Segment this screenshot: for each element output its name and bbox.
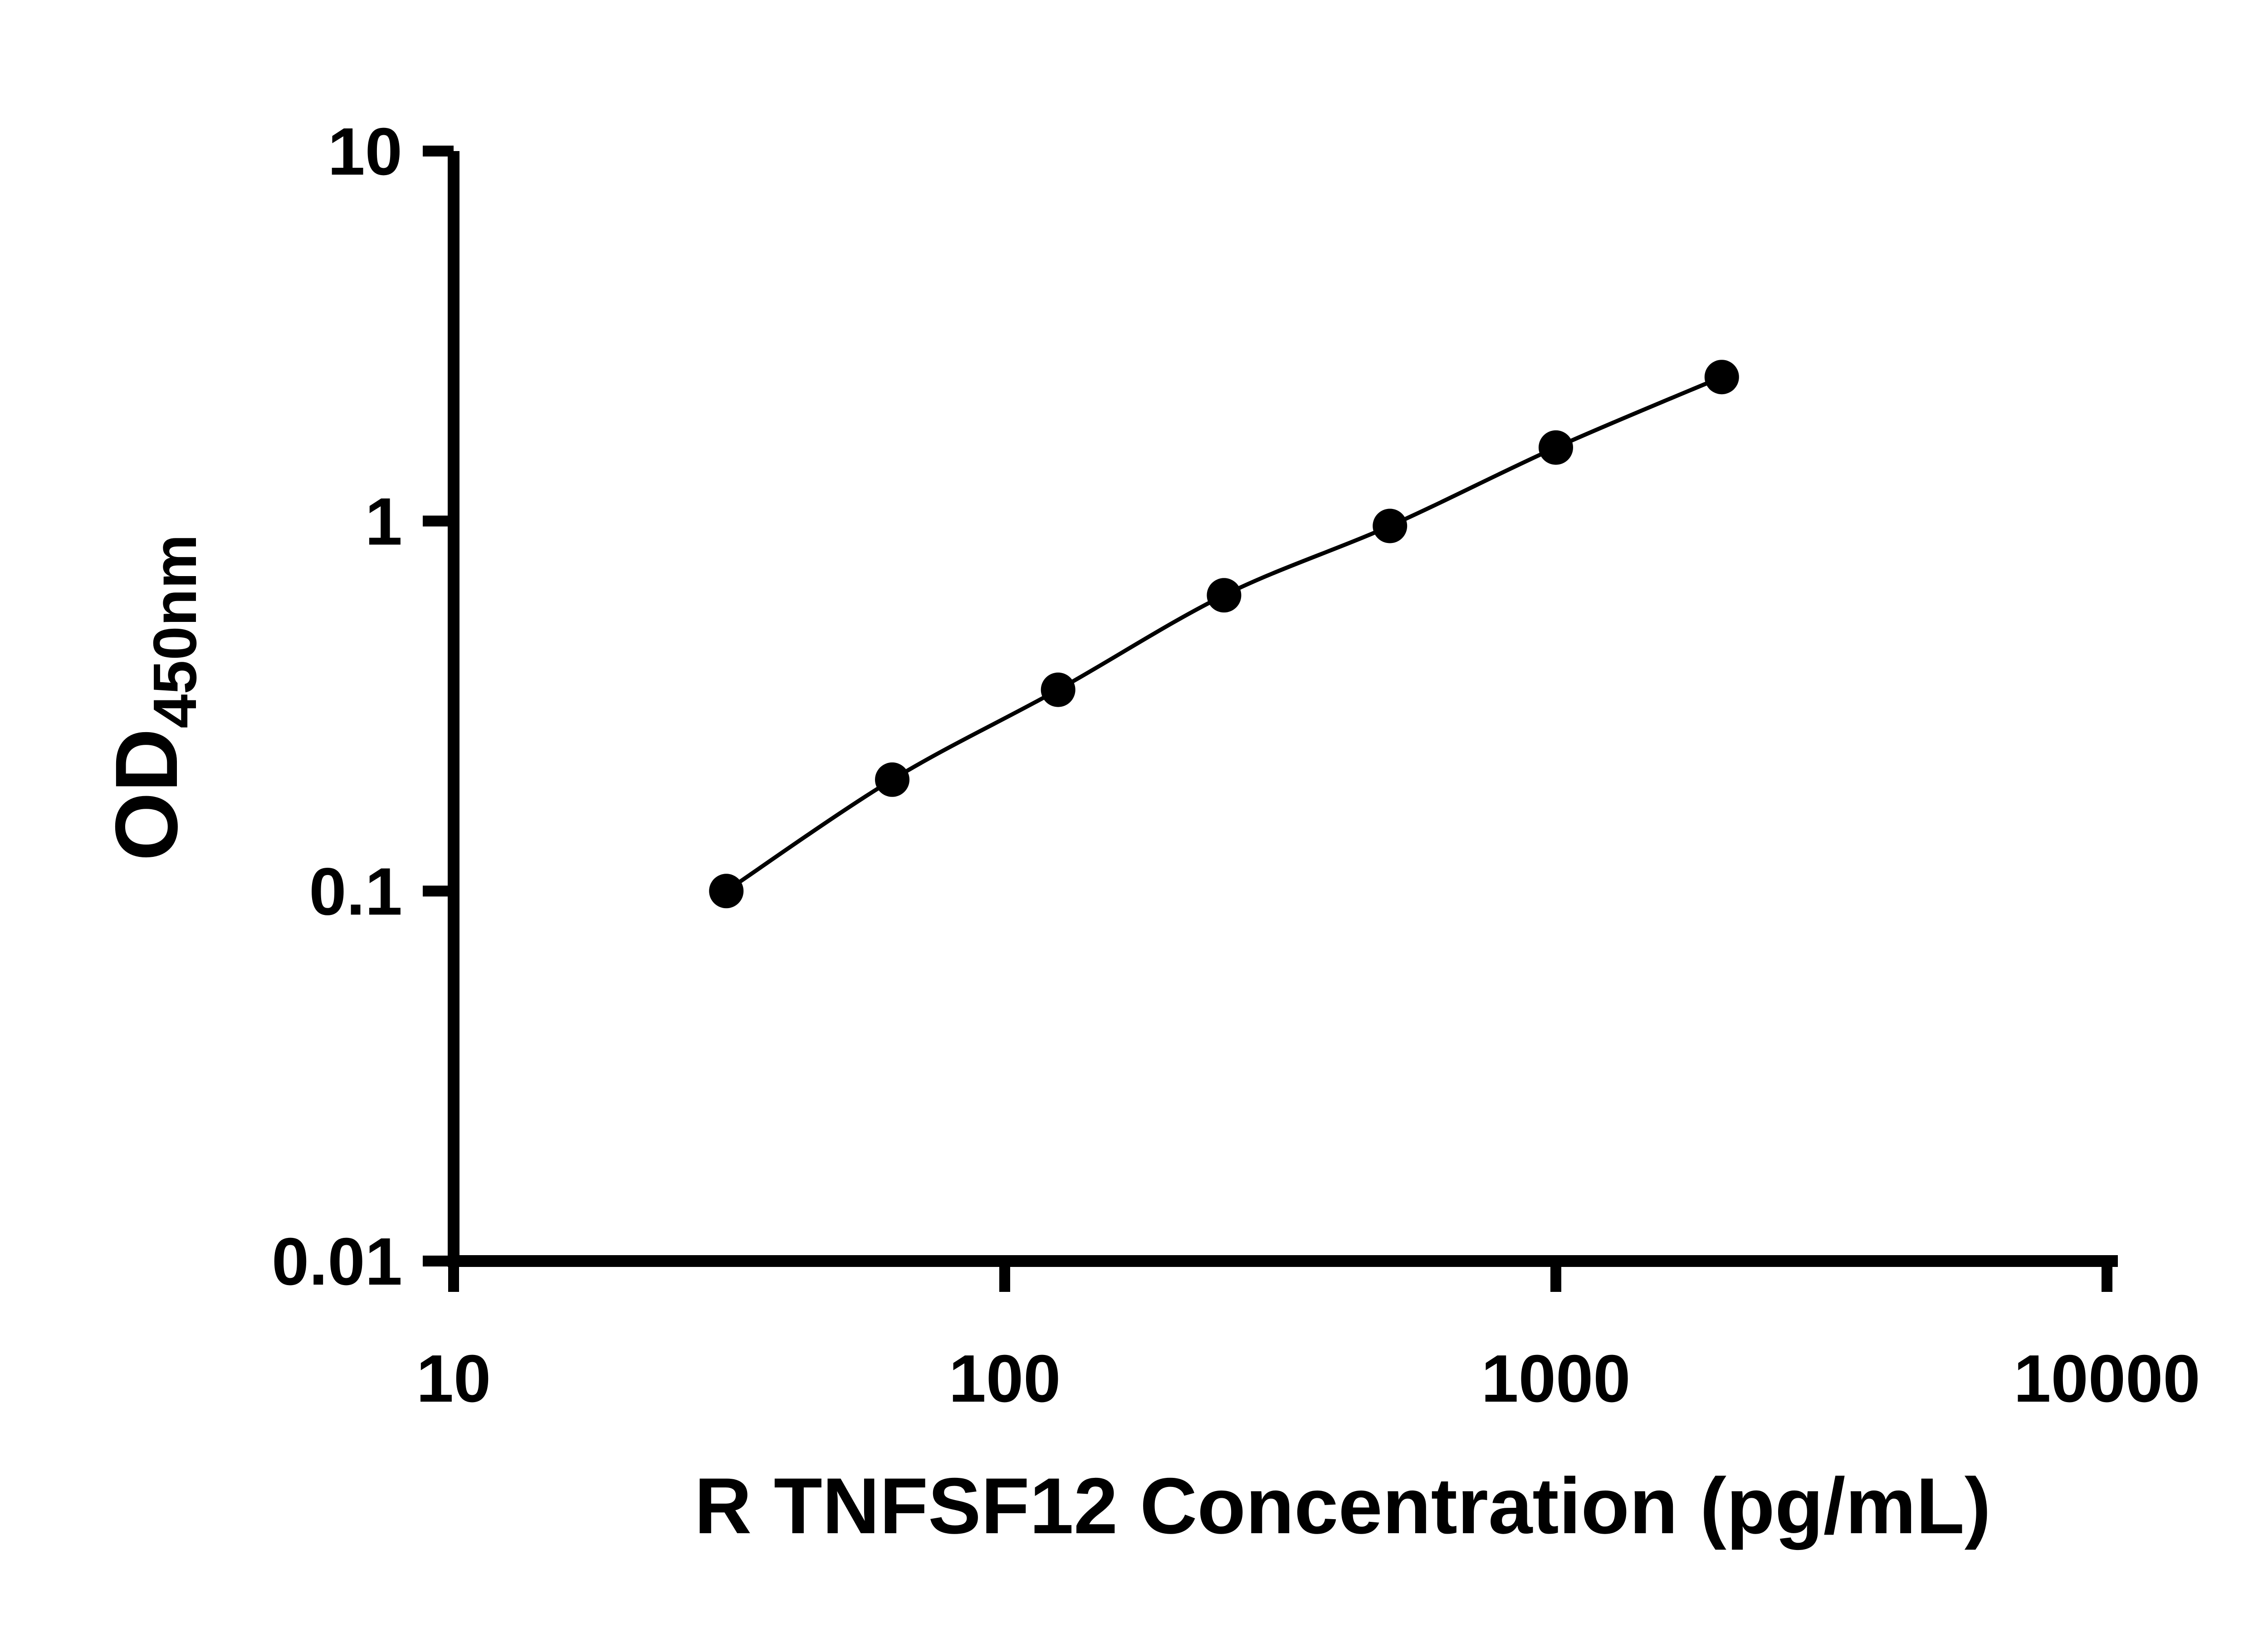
x-axis-title: R TNFSF12 Concentration (pg/mL): [694, 1462, 1991, 1550]
data-point-marker: [1539, 430, 1573, 465]
axis-spines: [448, 151, 2118, 1267]
y-axis-tick-label: 0.01: [272, 1224, 402, 1299]
data-point-marker: [709, 874, 744, 909]
y-axis-tick-label: 1: [365, 484, 402, 559]
data-point-marker: [1207, 578, 1242, 613]
y-axis-title-subscript: 450nm: [141, 534, 209, 728]
y-axis-tick-label: 10: [327, 114, 402, 189]
x-axis-tick-label: 10000: [2014, 1341, 2200, 1416]
x-axis-tick-label: 100: [949, 1341, 1061, 1416]
y-axis-tick-label: 0.1: [309, 854, 402, 929]
data-point-marker: [875, 762, 909, 797]
y-axis-title-main: OD: [97, 728, 196, 861]
standard-curve-line: [725, 375, 1723, 893]
x-axis-tick-label: 1000: [1481, 1341, 1630, 1416]
x-axis-tick-label: 10: [416, 1341, 491, 1416]
data-point-marker: [1373, 508, 1408, 543]
data-point-marker: [1704, 360, 1739, 395]
y-axis-title: OD450nm: [97, 534, 209, 861]
chart-layer: 0.01 0.1 1 10 10 100 1000 10000: [272, 114, 2200, 1416]
data-point-marker: [1041, 672, 1075, 707]
